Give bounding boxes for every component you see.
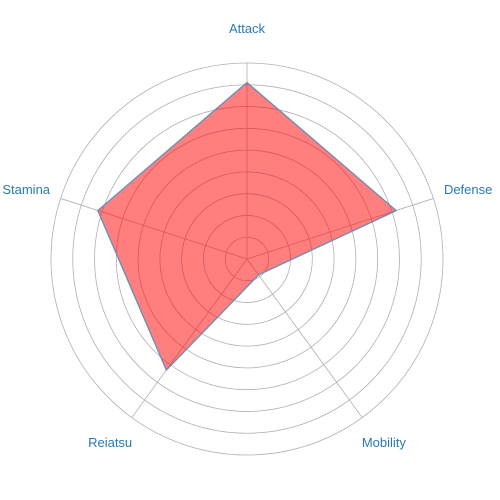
spoke-mobility (246, 258, 363, 418)
data-point-reiatsu (165, 369, 167, 371)
data-point-mobility (258, 274, 260, 276)
axis-label-defense: Defense (444, 182, 492, 197)
series-area (97, 81, 397, 371)
axis-label-stamina: Stamina (2, 182, 50, 197)
axis-labels: Attack Defense Mobility Reiatsu Stamina (2, 21, 492, 450)
data-point-stamina (97, 210, 99, 212)
data-point-attack (246, 82, 248, 84)
axis-label-mobility: Mobility (362, 435, 407, 450)
series-layer (97, 81, 397, 371)
axis-label-attack: Attack (229, 21, 266, 36)
data-point-defense (395, 210, 397, 212)
axis-label-reiatsu: Reiatsu (88, 435, 132, 450)
